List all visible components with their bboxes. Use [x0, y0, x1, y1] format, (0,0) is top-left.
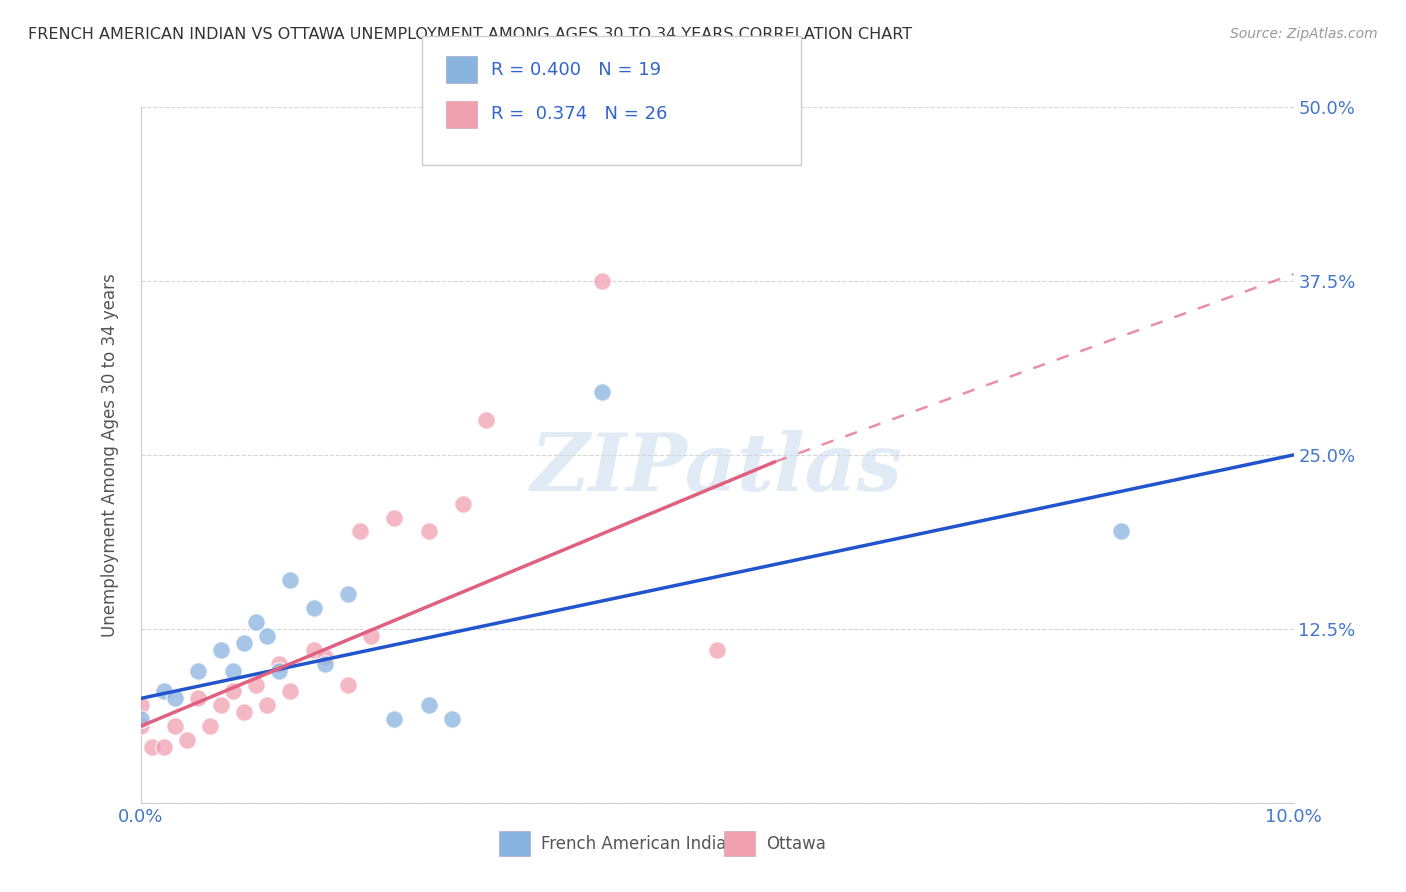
- Text: ZIPatlas: ZIPatlas: [531, 430, 903, 508]
- Y-axis label: Unemployment Among Ages 30 to 34 years: Unemployment Among Ages 30 to 34 years: [101, 273, 120, 637]
- Text: Ottawa: Ottawa: [766, 835, 827, 853]
- Point: [222, 664, 245, 678]
- Point: [176, 733, 198, 747]
- Point: [165, 719, 187, 733]
- Point: [302, 642, 325, 657]
- Point: [591, 385, 613, 400]
- Point: [591, 274, 613, 288]
- Point: [209, 642, 232, 657]
- Point: [245, 677, 267, 691]
- Text: FRENCH AMERICAN INDIAN VS OTTAWA UNEMPLOYMENT AMONG AGES 30 TO 34 YEARS CORRELAT: FRENCH AMERICAN INDIAN VS OTTAWA UNEMPLO…: [28, 27, 912, 42]
- Point: [141, 740, 163, 755]
- Point: [337, 587, 360, 601]
- Point: [209, 698, 232, 713]
- Point: [418, 698, 440, 713]
- Point: [187, 691, 209, 706]
- Point: [382, 510, 405, 524]
- Text: R = 0.400   N = 19: R = 0.400 N = 19: [491, 61, 661, 78]
- Point: [256, 698, 278, 713]
- Point: [245, 615, 267, 629]
- Point: [337, 677, 360, 691]
- Point: [267, 664, 290, 678]
- Point: [152, 740, 174, 755]
- Point: [129, 719, 152, 733]
- Point: [349, 524, 371, 539]
- Point: [302, 601, 325, 615]
- Text: Source: ZipAtlas.com: Source: ZipAtlas.com: [1230, 27, 1378, 41]
- Point: [267, 657, 290, 671]
- Point: [360, 629, 382, 643]
- Point: [706, 642, 728, 657]
- Point: [382, 712, 405, 726]
- Point: [280, 684, 302, 698]
- Point: [314, 657, 336, 671]
- Point: [198, 719, 221, 733]
- Point: [440, 712, 463, 726]
- Point: [129, 712, 152, 726]
- Point: [152, 684, 174, 698]
- Point: [475, 413, 498, 427]
- Point: [418, 524, 440, 539]
- Point: [314, 649, 336, 664]
- Point: [1109, 524, 1132, 539]
- Text: French American Indians: French American Indians: [541, 835, 747, 853]
- Point: [222, 684, 245, 698]
- Point: [280, 573, 302, 587]
- Point: [233, 636, 256, 650]
- Point: [453, 497, 475, 511]
- Text: R =  0.374   N = 26: R = 0.374 N = 26: [491, 105, 666, 123]
- Point: [129, 698, 152, 713]
- Point: [233, 706, 256, 720]
- Point: [256, 629, 278, 643]
- Point: [187, 664, 209, 678]
- Point: [165, 691, 187, 706]
